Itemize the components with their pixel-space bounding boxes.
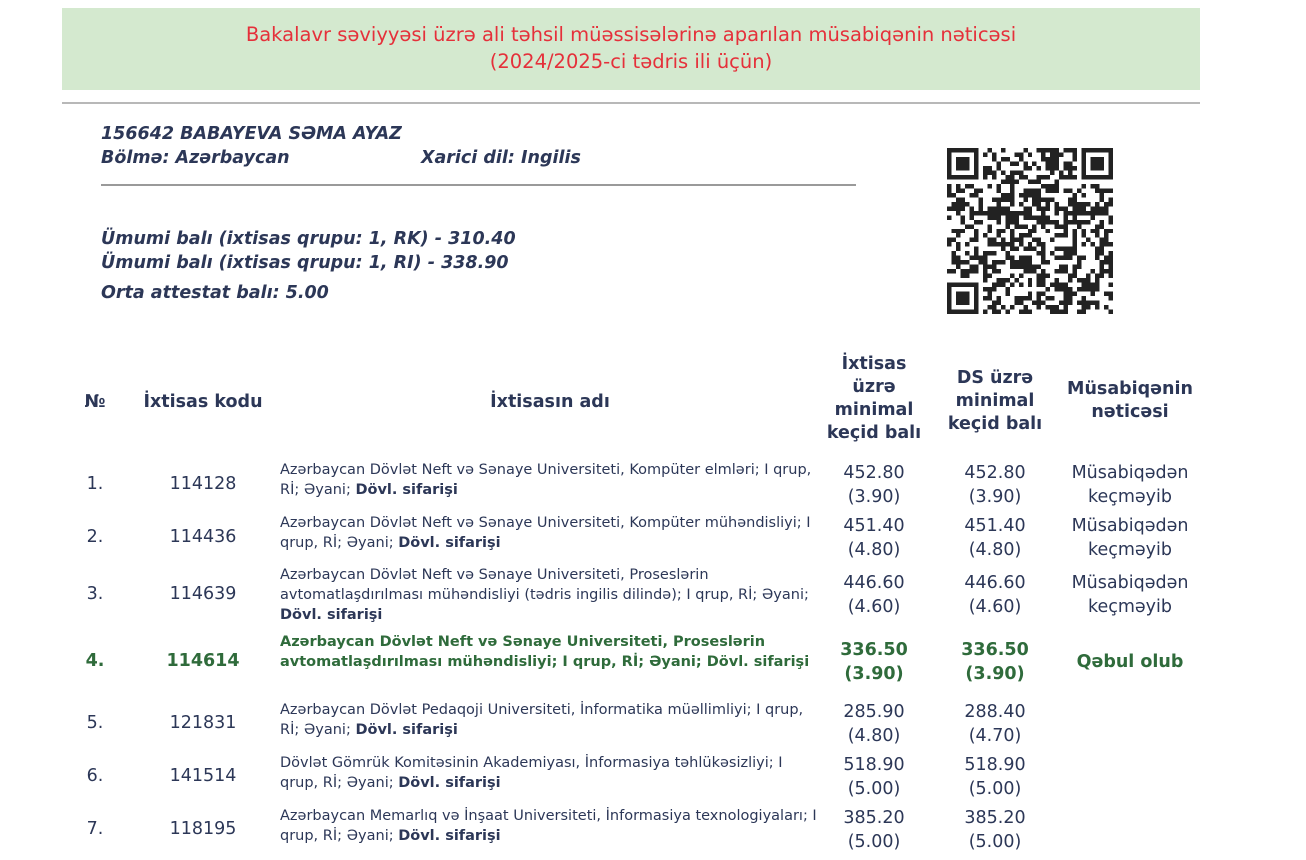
funding-type: Dövl. sifarişi	[280, 607, 383, 623]
specialty-name-text: Dövlət Gömrük Komitəsinin Akademiyası, İ…	[280, 755, 783, 791]
ds-score: 452.80 (3.90)	[942, 461, 1048, 509]
row-number: 1.	[86, 474, 104, 494]
specialty-name: Azərbaycan Memarlıq və İnşaat Universite…	[280, 806, 825, 846]
specialty-name: Dövlət Gömrük Komitəsinin Akademiyası, İ…	[280, 753, 825, 793]
specialty-name-text: Azərbaycan Dövlət Neft və Sənaye Univers…	[280, 515, 811, 551]
ds-score-value: 288.40	[964, 702, 1026, 722]
min-score-sub: (3.90)	[844, 664, 904, 684]
ds-score-value: 446.60	[964, 573, 1026, 593]
ds-score: 446.60 (4.60)	[942, 571, 1048, 619]
specialty-code: 141514	[169, 766, 237, 786]
result-status: Müsabiqədən keçməyib	[1071, 463, 1189, 507]
ds-score-value: 385.20	[964, 808, 1026, 828]
min-score-sub: (5.00)	[847, 832, 901, 852]
result-status: Müsabiqədən keçməyib	[1071, 573, 1189, 617]
specialty-code: 121831	[169, 713, 237, 733]
ds-score: 451.40 (4.80)	[942, 514, 1048, 562]
header-name: İxtisasın adı	[490, 392, 610, 412]
min-score: 452.80 (3.90)	[820, 461, 928, 509]
divider	[62, 102, 1200, 104]
row-number: 2.	[86, 527, 104, 547]
row-number: 3.	[86, 584, 104, 604]
min-score-sub: (4.80)	[847, 540, 901, 560]
ds-score: 336.50 (3.90)	[942, 638, 1048, 686]
ds-score-sub: (5.00)	[968, 779, 1022, 799]
funding-type: Dövl. sifarişi	[355, 482, 458, 498]
specialty-name-text: Azərbaycan Memarlıq və İnşaat Universite…	[280, 808, 817, 844]
result-status: Qəbul olub	[1076, 652, 1184, 672]
min-score: 385.20 (5.00)	[820, 806, 928, 854]
funding-type: Dövl. sifarişi	[706, 654, 810, 670]
specialty-name: Azərbaycan Dövlət Neft və Sənaye Univers…	[280, 632, 825, 672]
min-score-value: 452.80	[843, 463, 905, 483]
specialty-name: Azərbaycan Dövlət Neft və Sənaye Univers…	[280, 460, 825, 500]
banner-subtitle: (2024/2025-ci tədris ili üçün)	[489, 50, 773, 73]
row-number: 7.	[86, 819, 104, 839]
specialty-code: 114639	[169, 584, 237, 604]
min-score-value: 518.90	[843, 755, 905, 775]
ds-score-value: 518.90	[964, 755, 1026, 775]
row-number: 4.	[85, 651, 105, 671]
specialty-code: 118195	[169, 819, 237, 839]
ds-score-value: 336.50	[961, 640, 1029, 660]
funding-type: Dövl. sifarişi	[355, 722, 458, 738]
ds-score-sub: (4.80)	[968, 540, 1022, 560]
specialty-name: Azərbaycan Dövlət Neft və Sənaye Univers…	[280, 565, 825, 625]
min-score: 285.90 (4.80)	[820, 700, 928, 748]
attestat-score: Orta attestat balı: 5.00	[101, 283, 329, 303]
funding-type: Dövl. sifarişi	[398, 828, 501, 844]
specialty-name-text: Azərbaycan Dövlət Neft və Sənaye Univers…	[280, 634, 766, 670]
min-score-value: 336.50	[840, 640, 908, 660]
header-result: Müsabiqənin nəticəsi	[1067, 379, 1193, 422]
funding-type: Dövl. sifarişi	[398, 535, 501, 551]
ds-score: 385.20 (5.00)	[942, 806, 1048, 854]
min-score: 446.60 (4.60)	[820, 571, 928, 619]
ds-score-value: 451.40	[964, 516, 1026, 536]
score-rk: Ümumi balı (ixtisas qrupu: 1, RK) - 310.…	[101, 229, 516, 249]
specialty-name: Azərbaycan Dövlət Neft və Sənaye Univers…	[280, 513, 825, 553]
applicant-language: Xarici dil: Ingilis	[421, 148, 581, 168]
header-no: №	[84, 392, 106, 412]
ds-score-sub: (3.90)	[965, 664, 1025, 684]
min-score-sub: (3.90)	[847, 487, 901, 507]
min-score-sub: (4.60)	[847, 597, 901, 617]
applicant-name: 156642 BABAYEVA SƏMA AYAZ	[101, 124, 402, 144]
specialty-code: 114436	[169, 527, 237, 547]
ds-score-sub: (4.60)	[968, 597, 1022, 617]
specialty-code: 114614	[166, 651, 240, 671]
funding-type: Dövl. sifarişi	[398, 775, 501, 791]
specialty-name-text: Azərbaycan Dövlət Pedaqoji Universiteti,…	[280, 702, 804, 738]
specialty-name: Azərbaycan Dövlət Pedaqoji Universiteti,…	[280, 700, 825, 740]
banner-title: Bakalavr səviyyəsi üzrə ali təhsil müəss…	[245, 23, 1017, 46]
min-score: 518.90 (5.00)	[820, 753, 928, 801]
min-score-value: 285.90	[843, 702, 905, 722]
divider	[101, 184, 856, 186]
header-code: İxtisas kodu	[143, 392, 263, 412]
applicant-section: Bölmə: Azərbaycan	[101, 148, 290, 168]
header-ds-score: DS üzrə minimal keçid balı	[947, 368, 1043, 434]
row-number: 6.	[86, 766, 104, 786]
ds-score: 518.90 (5.00)	[942, 753, 1048, 801]
specialty-name-text: Azərbaycan Dövlət Neft və Sənaye Univers…	[280, 462, 812, 498]
min-score-sub: (5.00)	[847, 779, 901, 799]
ds-score-sub: (5.00)	[968, 832, 1022, 852]
min-score-sub: (4.80)	[847, 726, 901, 746]
score-ri: Ümumi balı (ixtisas qrupu: 1, RI) - 338.…	[101, 253, 509, 273]
min-score-value: 446.60	[843, 573, 905, 593]
row-number: 5.	[86, 713, 104, 733]
specialty-name-text: Azərbaycan Dövlət Neft və Sənaye Univers…	[280, 567, 809, 603]
ds-score-value: 452.80	[964, 463, 1026, 483]
result-status: Müsabiqədən keçməyib	[1071, 516, 1189, 560]
ds-score-sub: (4.70)	[968, 726, 1022, 746]
min-score: 451.40 (4.80)	[820, 514, 928, 562]
results-banner: Bakalavr səviyyəsi üzrə ali təhsil müəss…	[62, 8, 1200, 90]
min-score: 336.50 (3.90)	[820, 638, 928, 686]
min-score-value: 385.20	[843, 808, 905, 828]
qr-code-icon	[947, 148, 1113, 314]
specialty-code: 114128	[169, 474, 237, 494]
ds-score-sub: (3.90)	[968, 487, 1022, 507]
ds-score: 288.40 (4.70)	[942, 700, 1048, 748]
min-score-value: 451.40	[843, 516, 905, 536]
header-min-score: İxtisas üzrə minimal keçid balı	[826, 354, 922, 443]
